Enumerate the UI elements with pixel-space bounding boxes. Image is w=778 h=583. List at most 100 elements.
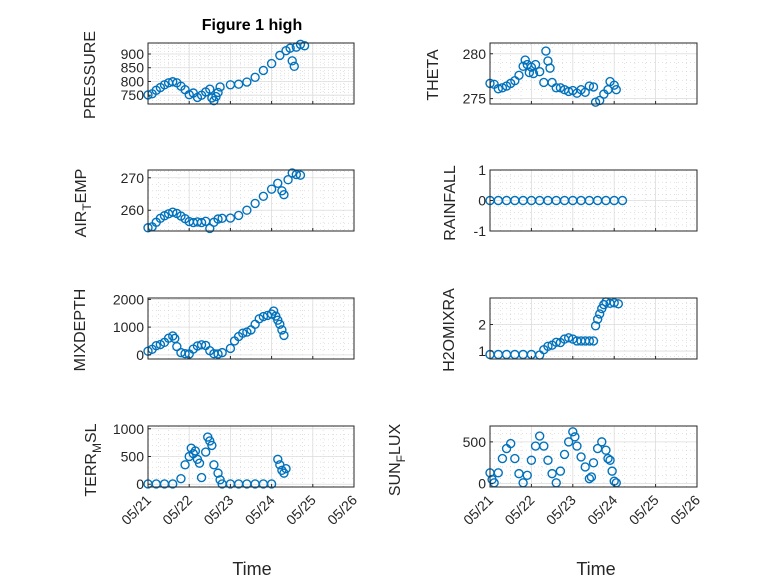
data-point <box>266 479 277 489</box>
data-point <box>258 311 269 322</box>
y-tick-label: 270 <box>121 170 145 186</box>
data-point <box>510 453 520 464</box>
data-point <box>611 84 621 95</box>
theta-ylabel: THETA <box>425 49 442 101</box>
data-point <box>287 56 297 66</box>
data-point <box>586 472 597 482</box>
data-point <box>295 170 306 180</box>
data-point <box>617 195 628 206</box>
data-point <box>588 458 599 468</box>
data-point <box>275 50 285 61</box>
data-point <box>242 77 252 87</box>
rainfall-panel: -1 0 1 <box>474 162 698 239</box>
data-point <box>534 350 545 360</box>
data-point <box>518 349 528 360</box>
data-point <box>277 325 287 335</box>
x-tick-label: 05/24 <box>242 492 278 528</box>
y-tick-label: 0 <box>136 347 144 363</box>
data-point <box>258 65 269 76</box>
axes-frame <box>489 42 698 105</box>
data-point <box>568 427 578 437</box>
y-tick-label: 280 <box>463 46 487 62</box>
data-point <box>597 437 607 447</box>
data-point <box>592 314 603 324</box>
y-tick-label: 0 <box>478 476 486 492</box>
data-point <box>209 460 219 470</box>
data-point <box>196 340 207 350</box>
data-point <box>151 340 161 351</box>
data-point <box>299 41 310 51</box>
axes-frame <box>147 297 355 360</box>
x-tick-label: 05/26 <box>324 492 360 528</box>
x-tick-label: 05/26 <box>667 492 703 528</box>
data-point <box>595 309 605 319</box>
data-point <box>233 210 244 221</box>
data-point <box>205 84 215 94</box>
data-point <box>200 447 211 457</box>
data-point <box>184 89 194 100</box>
data-point <box>580 87 590 98</box>
data-point <box>207 93 217 103</box>
air-temp-ylabel: AIRTEMP <box>73 169 94 238</box>
sun-ylabel-main: SUN <box>387 462 404 496</box>
data-point <box>528 68 539 79</box>
data-point <box>547 468 557 479</box>
data-point <box>238 328 248 338</box>
data-point <box>295 39 306 50</box>
data-point <box>584 473 595 484</box>
data-point <box>268 306 279 316</box>
data-point <box>576 452 586 462</box>
data-point <box>277 465 287 476</box>
terr-ylabel-sub: M <box>90 443 104 453</box>
terr-ylabel-rest: SL <box>83 423 100 443</box>
data-point <box>520 55 530 65</box>
x-tick-label: 05/25 <box>283 492 319 528</box>
data-point <box>514 468 524 479</box>
h2omixra-panel: 12 <box>478 297 698 360</box>
y-tick-label: 260 <box>121 202 145 218</box>
y-tick-label: 0 <box>136 476 144 492</box>
left-xlabel: Time <box>232 559 271 579</box>
data-point <box>215 82 225 92</box>
data-point <box>283 175 293 185</box>
right-xlabel: Time <box>576 559 615 579</box>
y-tick-label: 1 <box>478 162 486 178</box>
data-point <box>168 77 178 87</box>
x-tick-label: 05/22 <box>159 492 195 528</box>
data-point <box>250 72 260 83</box>
data-point <box>493 349 503 360</box>
data-point <box>543 455 553 465</box>
data-point <box>196 472 207 483</box>
data-point <box>518 478 528 488</box>
data-point <box>541 46 551 56</box>
data-point <box>213 214 223 224</box>
data-point <box>279 189 289 200</box>
y-tick-label: 750 <box>121 87 145 103</box>
data-point <box>225 213 236 223</box>
data-point <box>526 455 537 465</box>
air-temp-panel: 260 270 <box>121 168 355 234</box>
data-point <box>570 432 580 442</box>
data-point <box>242 205 252 215</box>
data-point <box>266 58 277 69</box>
data-point <box>285 43 295 53</box>
data-point <box>559 449 570 460</box>
y-tick-label: 850 <box>121 60 145 76</box>
data-point <box>493 84 503 94</box>
data-point <box>506 438 516 449</box>
data-point <box>609 80 619 90</box>
axes-frame <box>147 42 355 105</box>
data-point <box>607 466 617 476</box>
data-point <box>599 299 609 310</box>
data-point <box>275 319 285 330</box>
data-point <box>180 349 190 359</box>
data-point <box>289 61 299 72</box>
h2omixra-ylabel: H2OMIXRA <box>441 288 458 372</box>
data-point <box>213 87 223 98</box>
y-tick-label: 2 <box>478 317 486 333</box>
sun-flux-panel: 0 500 05/21 05/22 05/23 05/24 05/25 05/26 <box>460 425 703 528</box>
y-tick-label: 500 <box>121 449 145 465</box>
data-point <box>196 217 207 228</box>
